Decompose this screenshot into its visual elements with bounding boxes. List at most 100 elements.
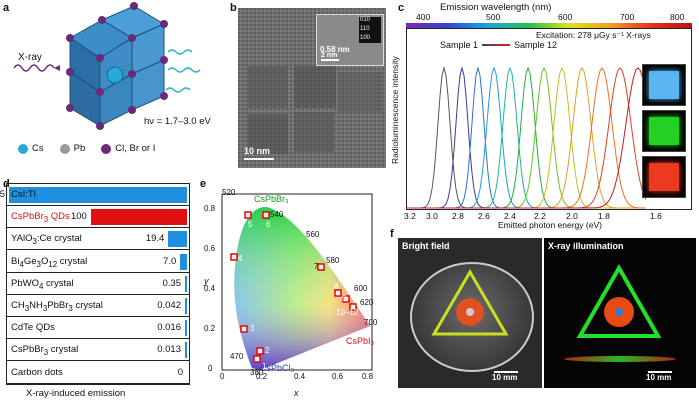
bar-value-label: 0.042 <box>157 300 181 311</box>
xray-illumination-title: X-ray illumination <box>548 241 624 251</box>
blue-glow <box>649 71 679 99</box>
spectrum-curve <box>406 66 646 209</box>
fft-inset: 010 110 100 <box>359 17 381 43</box>
sample-start-label: Sample 1 <box>440 40 479 50</box>
spectrum-curve <box>406 66 646 209</box>
sample-3: 3 <box>250 324 255 333</box>
spectrum-curve <box>406 66 646 209</box>
top-tick: 500 <box>486 12 501 22</box>
y-tick: 0.6 <box>204 244 216 253</box>
bar-category-label: Bi4Ge3O12 crystal <box>11 255 88 269</box>
wl-620: 620 <box>360 298 374 307</box>
wl-520: 520 <box>222 188 236 197</box>
halide-atoms <box>66 2 168 130</box>
fft-label-110: 110 <box>360 26 370 32</box>
bar-row: PbWO4 crystal 0.35 <box>7 273 189 295</box>
sample-9: 9 <box>342 294 347 303</box>
panel-label-e: e <box>200 178 207 190</box>
bar-value-label: 0.35 <box>162 277 182 289</box>
red-vial-photo <box>642 156 686 198</box>
top-tick: 800 <box>670 12 685 22</box>
x-axis-ticks: 3.2 3.0 2.8 2.6 2.4 2.2 2.0 1.8 1.6 <box>404 211 692 221</box>
spectrum-curve <box>406 67 647 209</box>
y-tick: 0.2 <box>204 324 216 333</box>
x-tick: 0 <box>220 372 225 381</box>
x-tick: 0.2 <box>256 372 268 381</box>
sample-end-label: Sample 12 <box>514 40 558 50</box>
bar <box>185 298 187 314</box>
cie-chromaticity-diagram <box>221 193 373 371</box>
bar-value-label: 185 <box>0 189 5 200</box>
legend-cs: Cs <box>18 143 44 154</box>
bar <box>168 231 187 248</box>
x-tick: 2.0 <box>566 211 578 221</box>
bar-value-label: 100 <box>70 211 87 223</box>
spectrum-curve <box>406 67 646 209</box>
cspbcl3-label: CsPbCl₃ <box>260 363 295 373</box>
spectrum-curve <box>406 67 647 209</box>
x-tick: 2.2 <box>534 211 546 221</box>
x-tick: 0.4 <box>294 372 306 381</box>
x-axis-label: Emitted photon energy (eV) <box>498 220 602 230</box>
tem-image: 010 110 100 0.58 nm 2 nm 10 nm <box>238 8 386 168</box>
x-tick: 1.8 <box>598 211 610 221</box>
x-tick: 2.6 <box>478 211 490 221</box>
green-glow <box>649 117 679 145</box>
x-tick: 3.2 <box>404 211 416 221</box>
right-scale-label: 10 mm <box>646 373 672 382</box>
bar-row: YAlO3:Ce crystal 19.4 <box>7 228 189 251</box>
bar-value-label: 0.013 <box>157 344 181 356</box>
bar-category-label: Carbon dots <box>11 366 63 378</box>
bright-field-title: Bright field <box>402 241 450 251</box>
wl-580: 580 <box>326 256 340 265</box>
x-tick: 2.4 <box>504 211 516 221</box>
left-scale-bar <box>494 371 518 373</box>
sample-range: Sample 1 Sample 12 <box>440 40 557 50</box>
bar-value-label: 19.4 <box>145 233 165 245</box>
bar <box>185 275 187 292</box>
wl-540: 540 <box>270 210 284 219</box>
wl-560: 560 <box>306 230 320 239</box>
y-tick: 0.4 <box>204 284 216 293</box>
bar-value-label: 7.0 <box>163 255 177 267</box>
sample-5: 5 <box>248 220 253 229</box>
sample-7: 7 <box>314 262 319 271</box>
emission-waves <box>165 49 201 93</box>
cie-x-label: x <box>294 388 299 398</box>
halide-dot-icon <box>101 143 112 154</box>
right-scale-bar <box>648 371 672 373</box>
inset-scale-label: 2 nm <box>321 52 338 59</box>
spectrum-curve <box>406 66 646 209</box>
spectrum-curve <box>406 67 646 209</box>
bar-value-label: 0 <box>177 366 183 378</box>
cspbbr3-label: CsPbBr₃ <box>254 194 289 204</box>
panel-label-c: c <box>398 2 405 14</box>
top-tick: 400 <box>416 12 431 22</box>
bar-category-label: YAlO3:Ce crystal <box>11 233 82 247</box>
xray-illumination-photo: X-ray illumination 10 mm <box>544 238 696 388</box>
panel-a: X-ray hν = 1.7–3.0 eV Cs Pb Cl, Br or I <box>0 0 228 172</box>
spectrum-curve <box>406 66 646 209</box>
blue-vial-photo <box>642 64 686 106</box>
bar-row: CH3NH3PbBr3 crystal 0.042 <box>7 295 189 317</box>
bar-category-label: CH3NH3PbBr3 crystal <box>11 300 103 313</box>
cie-x-ticks: 0 0.2 0.4 0.6 0.8 <box>220 372 382 382</box>
sample-4: 4 <box>238 254 243 263</box>
spectrum-curve <box>406 66 646 209</box>
fft-label-100: 100 <box>360 35 371 41</box>
atom-legend: Cs Pb Cl, Br or I <box>18 143 155 154</box>
wl-700: 700 <box>364 318 378 327</box>
sample-6: 6 <box>266 220 271 229</box>
bar-value-label: 0.016 <box>157 322 181 334</box>
legend-halide: Cl, Br or I <box>101 143 155 154</box>
bar <box>90 209 187 226</box>
glowing-radiation-symbol <box>576 264 662 338</box>
bar <box>9 187 187 203</box>
sample-2: 2 <box>265 346 270 355</box>
top-axis-title: Emission wavelength (nm) <box>440 2 552 13</box>
fft-label-010: 010 <box>360 17 371 23</box>
top-tick: 700 <box>620 12 635 22</box>
arrow-right-icon <box>482 44 511 46</box>
scale-bar-label: 10 nm <box>244 146 271 156</box>
